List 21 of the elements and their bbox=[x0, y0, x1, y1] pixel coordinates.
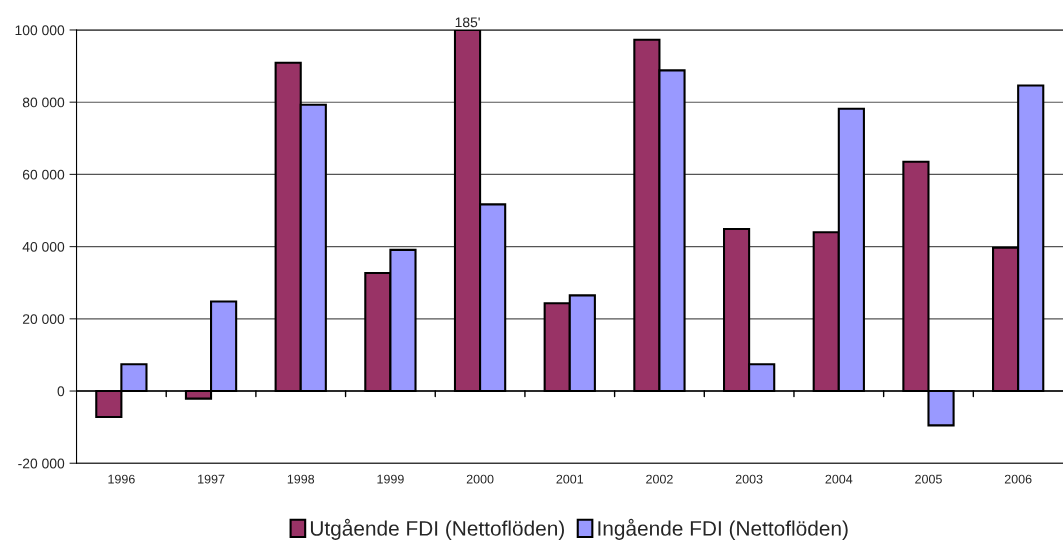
y-tick-label: 80 000 bbox=[22, 97, 65, 108]
x-tick-label: 2004 bbox=[825, 474, 853, 484]
y-tick-label: -20 000 bbox=[18, 458, 65, 469]
x-tick-label: 1998 bbox=[287, 474, 315, 484]
y-tick-label: 100 000 bbox=[15, 25, 65, 36]
y-tick-label: 20 000 bbox=[22, 314, 65, 324]
legend-label: Ingående FDI (Nettoflöden) bbox=[598, 518, 848, 540]
y-tick-label: 40 000 bbox=[22, 241, 65, 252]
x-tick-label: 1999 bbox=[377, 474, 404, 484]
x-tick-label: 1996 bbox=[108, 474, 135, 484]
x-tick-label: 2002 bbox=[646, 474, 673, 484]
y-tick-label: 0 bbox=[57, 386, 65, 397]
annotation: 185' bbox=[455, 17, 480, 28]
x-tick-label: 2006 bbox=[1004, 474, 1032, 484]
x-tick-label: 2000 bbox=[466, 474, 494, 484]
x-tick-label: 1997 bbox=[198, 474, 225, 484]
x-tick-label: 2005 bbox=[915, 474, 942, 484]
legend-label: Utgående FDI (Nettoflöden) bbox=[310, 518, 564, 540]
x-tick-label: 2001 bbox=[556, 474, 584, 484]
y-tick-label: 60 000 bbox=[22, 169, 65, 180]
x-tick-label: 2003 bbox=[735, 474, 763, 484]
